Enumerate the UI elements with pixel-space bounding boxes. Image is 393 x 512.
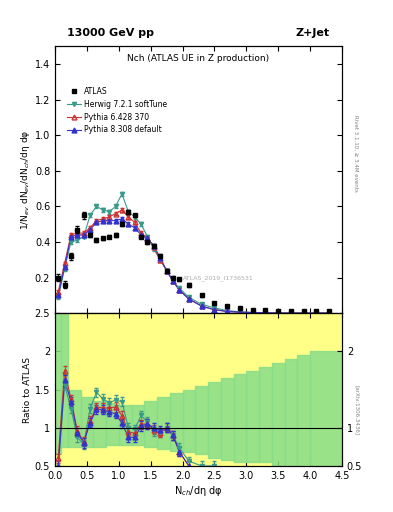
Text: ATLAS_2019_I1736531: ATLAS_2019_I1736531 xyxy=(183,275,254,282)
Legend: ATLAS, Herwig 7.2.1 softTune, Pythia 6.428 370, Pythia 8.308 default: ATLAS, Herwig 7.2.1 softTune, Pythia 6.4… xyxy=(64,84,169,137)
Y-axis label: Ratio to ATLAS: Ratio to ATLAS xyxy=(23,356,32,422)
Text: Z+Jet: Z+Jet xyxy=(296,28,330,38)
Text: 13000 GeV pp: 13000 GeV pp xyxy=(67,28,154,38)
Text: Nch (ATLAS UE in Z production): Nch (ATLAS UE in Z production) xyxy=(127,54,270,63)
Text: [arXiv:1306.3436]: [arXiv:1306.3436] xyxy=(354,385,359,435)
Text: Rivet 3.1.10, ≥ 3.4M events: Rivet 3.1.10, ≥ 3.4M events xyxy=(354,115,359,192)
X-axis label: N$_{ch}$/dη dφ: N$_{ch}$/dη dφ xyxy=(174,483,223,498)
Y-axis label: 1/N$_{ev}$ dN$_{ev}$/dN$_{ch}$/dη dφ: 1/N$_{ev}$ dN$_{ev}$/dN$_{ch}$/dη dφ xyxy=(19,130,32,230)
